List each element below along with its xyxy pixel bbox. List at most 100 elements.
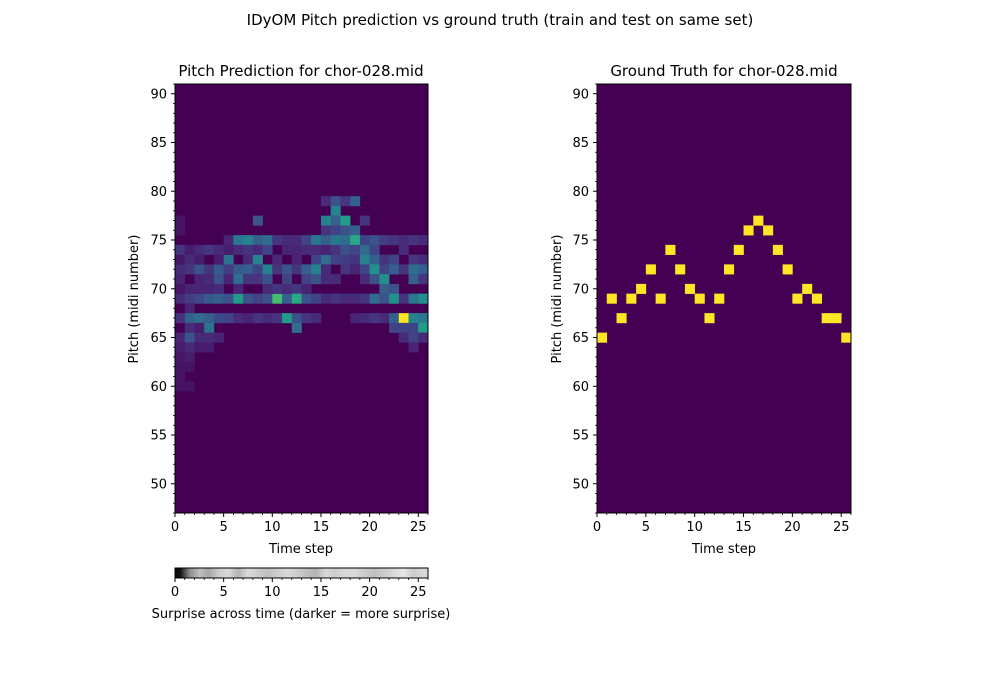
prediction-cell xyxy=(262,274,273,285)
prediction-cell xyxy=(389,254,400,265)
prediction-cell xyxy=(311,244,322,255)
prediction-cell xyxy=(243,274,254,285)
prediction-cell xyxy=(223,254,234,265)
surprise-x-axis: 0 5 10 15 20 25 xyxy=(171,578,429,600)
prediction-cell xyxy=(175,313,186,324)
ground-truth-cell xyxy=(733,244,744,255)
prediction-cell xyxy=(301,244,312,255)
prediction-cell xyxy=(359,293,370,304)
ground-truth-cell xyxy=(597,332,608,343)
ground-truth-xtick-label: 25 xyxy=(833,520,850,535)
prediction-cell xyxy=(350,254,361,265)
prediction-xtick-label: 0 xyxy=(171,520,179,535)
prediction-cell xyxy=(311,313,322,324)
prediction-cell xyxy=(340,293,351,304)
prediction-cell xyxy=(350,225,361,236)
prediction-cell xyxy=(408,274,419,285)
ground-truth-ytick-label: 55 xyxy=(572,429,589,444)
prediction-cell xyxy=(262,293,273,304)
prediction-cell xyxy=(359,235,370,246)
prediction-cell xyxy=(233,274,244,285)
ground-truth-ytick-label: 80 xyxy=(572,185,589,200)
prediction-cell xyxy=(252,264,263,275)
prediction-cell xyxy=(311,235,322,246)
prediction-cell xyxy=(369,244,380,255)
prediction-cell xyxy=(233,264,244,275)
prediction-cell xyxy=(233,235,244,246)
ground-truth-cell xyxy=(616,313,627,324)
ground-truth-cell xyxy=(821,313,832,324)
prediction-cell xyxy=(359,274,370,285)
prediction-cell xyxy=(282,264,293,275)
ground-truth-cell xyxy=(792,293,803,304)
prediction-cell xyxy=(184,293,195,304)
prediction-cell xyxy=(223,244,234,255)
prediction-cell xyxy=(175,342,186,353)
prediction-cell xyxy=(204,274,215,285)
prediction-cell xyxy=(252,293,263,304)
prediction-cell xyxy=(350,313,361,324)
surprise-label: Surprise across time (darker = more surp… xyxy=(152,607,451,622)
prediction-cell xyxy=(175,244,186,255)
prediction-cell xyxy=(408,264,419,275)
prediction-cell xyxy=(184,322,195,333)
ground-truth-cell xyxy=(655,293,666,304)
prediction-cell xyxy=(369,313,380,324)
prediction-cell xyxy=(301,293,312,304)
prediction-cell xyxy=(213,283,224,294)
prediction-cell xyxy=(204,332,215,343)
prediction-cell xyxy=(340,235,351,246)
prediction-cell xyxy=(262,235,273,246)
ground-truth-ytick-label: 85 xyxy=(572,136,589,151)
prediction-cell xyxy=(320,235,331,246)
prediction-cell xyxy=(350,196,361,207)
prediction-cell xyxy=(243,235,254,246)
ground-truth-title: Ground Truth for chor-028.mid xyxy=(610,62,837,80)
prediction-cell xyxy=(184,313,195,324)
prediction-cell xyxy=(184,332,195,343)
prediction-cell xyxy=(204,313,215,324)
prediction-cell xyxy=(359,254,370,265)
prediction-cell xyxy=(301,313,312,324)
prediction-cell xyxy=(350,235,361,246)
prediction-cell xyxy=(194,342,205,353)
prediction-cell xyxy=(262,264,273,275)
prediction-cell xyxy=(184,381,195,392)
prediction-cell xyxy=(213,274,224,285)
prediction-xtick-label: 5 xyxy=(220,520,228,535)
prediction-cell xyxy=(398,264,409,275)
prediction-cell xyxy=(194,264,205,275)
prediction-cell xyxy=(175,371,186,382)
ground-truth-cell xyxy=(841,332,852,343)
prediction-ytick-label: 85 xyxy=(150,136,167,151)
prediction-cell xyxy=(418,313,429,324)
prediction-cell xyxy=(301,235,312,246)
prediction-cell xyxy=(252,274,263,285)
ground-truth-cell xyxy=(782,264,793,275)
prediction-cell xyxy=(389,313,400,324)
ground-truth-xtick-label: 10 xyxy=(686,520,703,535)
prediction-cell xyxy=(350,244,361,255)
prediction-cell xyxy=(301,274,312,285)
prediction-cell xyxy=(204,322,215,333)
prediction-cell xyxy=(282,283,293,294)
prediction-cell xyxy=(213,254,224,265)
prediction-cell xyxy=(175,254,186,265)
prediction-ytick-label: 65 xyxy=(150,331,167,346)
prediction-x-axis: 0 5 10 15 20 25 xyxy=(171,513,429,535)
prediction-cell xyxy=(194,322,205,333)
prediction-cell xyxy=(194,332,205,343)
prediction-cell xyxy=(194,274,205,285)
prediction-ytick-label: 50 xyxy=(150,477,167,492)
prediction-cell xyxy=(282,235,293,246)
ground-truth-cell xyxy=(636,283,647,294)
prediction-xlabel: Time step xyxy=(268,542,333,557)
prediction-cell xyxy=(272,293,283,304)
prediction-cell xyxy=(379,254,390,265)
prediction-cell xyxy=(320,264,331,275)
prediction-cell xyxy=(320,225,331,236)
prediction-cell xyxy=(340,196,351,207)
prediction-cell xyxy=(204,244,215,255)
prediction-cell xyxy=(389,293,400,304)
prediction-cell xyxy=(369,293,380,304)
